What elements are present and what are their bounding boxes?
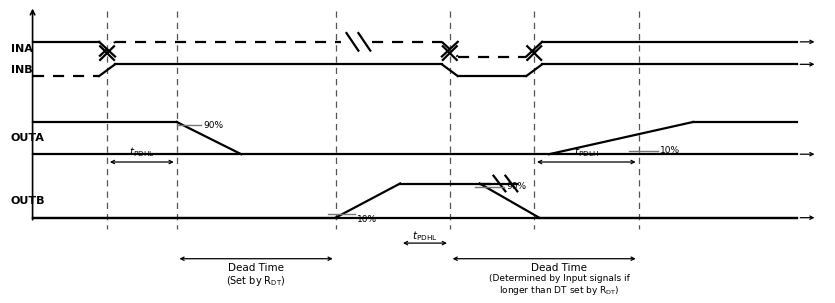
Text: $t_{\rm PDLH}$: $t_{\rm PDLH}$ <box>574 145 599 159</box>
Text: (Determined by Input signals if: (Determined by Input signals if <box>488 274 630 283</box>
Text: longer than DT set by R$_{\rm DT}$): longer than DT set by R$_{\rm DT}$) <box>498 284 620 297</box>
Text: $t_{\rm PDHL}$: $t_{\rm PDHL}$ <box>412 229 438 243</box>
Text: 10%: 10% <box>660 146 681 155</box>
Text: INA: INA <box>11 44 33 54</box>
Text: Dead Time: Dead Time <box>531 263 587 273</box>
Text: OUTA: OUTA <box>11 133 44 143</box>
Text: INB: INB <box>11 65 33 75</box>
Text: 90%: 90% <box>204 121 224 130</box>
Text: 90%: 90% <box>506 182 527 191</box>
Text: (Set by R$_{\rm DT}$): (Set by R$_{\rm DT}$) <box>226 274 286 288</box>
Text: OUTB: OUTB <box>11 196 45 206</box>
Text: Dead Time: Dead Time <box>228 263 284 273</box>
Text: 10%: 10% <box>357 215 377 224</box>
Text: $t_{\rm PDHL}$: $t_{\rm PDHL}$ <box>129 145 154 159</box>
